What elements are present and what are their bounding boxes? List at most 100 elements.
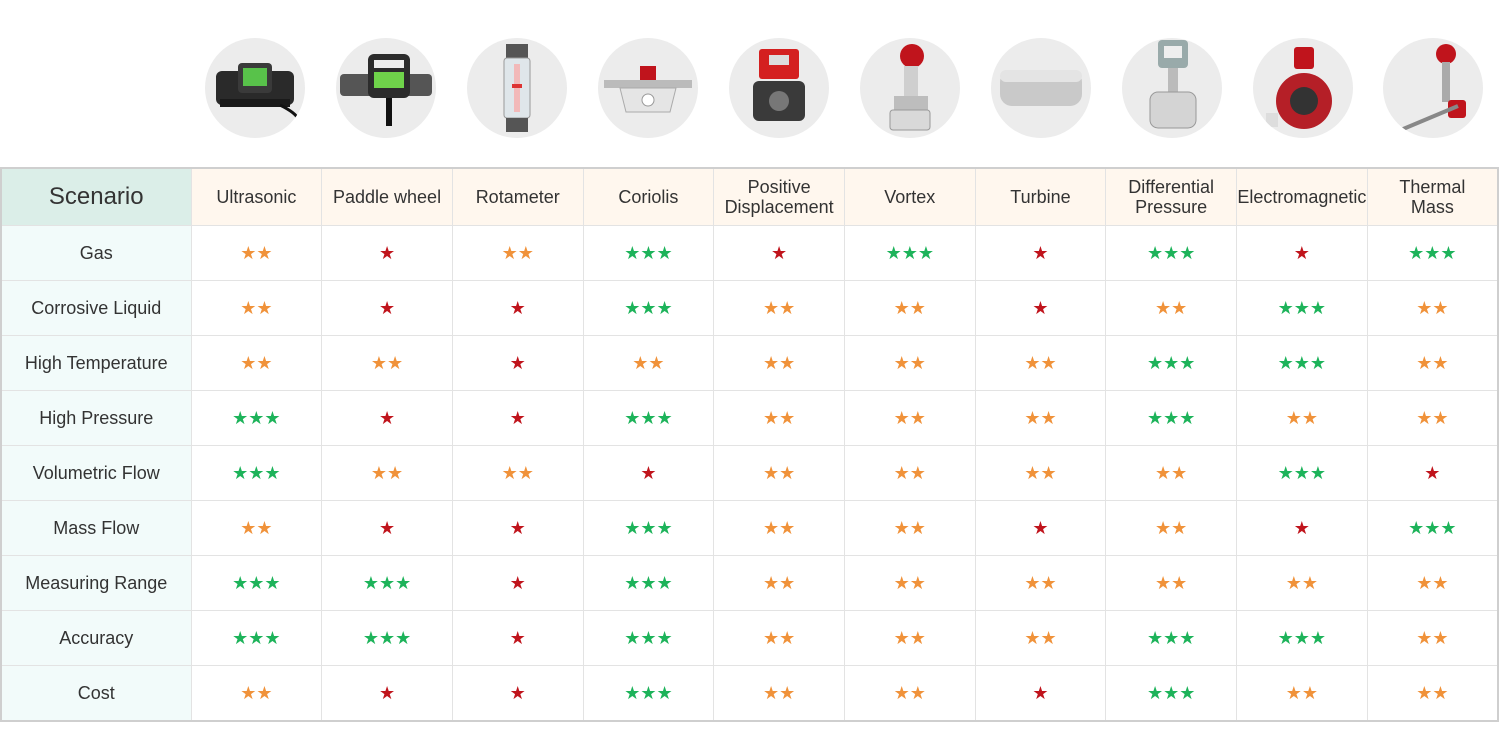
star-rating-icon: ★★ [893, 572, 926, 593]
star-rating-icon: ★★ [1155, 297, 1188, 318]
rating-cell: ★ [451, 335, 584, 391]
star-rating-icon: ★★ [893, 627, 926, 648]
star-rating-icon: ★★ [762, 682, 796, 703]
rating-cell: ★ [974, 500, 1107, 556]
table-row: High Pressure ★★★ ★ ★ ★★★ ★★ ★★ ★★ ★★★ ★★ ★★ [0, 390, 1499, 446]
star-rating-icon: ★ [1293, 517, 1310, 538]
star-rating-icon: ★★★ [362, 572, 412, 593]
rating-cell: ★★ [321, 335, 453, 391]
star-rating-icon: ★★★ [1277, 352, 1327, 373]
star-rating-icon: ★★ [501, 462, 534, 483]
rating-cell: ★★ [1105, 445, 1237, 501]
product-image-cell [452, 38, 583, 148]
star-rating-icon: ★ [640, 462, 657, 483]
star-rating-icon: ★★ [762, 352, 796, 373]
product-images-row [190, 38, 1499, 148]
rating-cell: ★★ [843, 390, 976, 446]
star-rating-icon: ★★★ [624, 572, 673, 593]
rating-cell: ★ [1366, 445, 1499, 501]
rating-cell: ★★ [1236, 390, 1368, 446]
star-rating-icon: ★★★ [624, 242, 673, 263]
rating-cell: ★★★ [190, 610, 323, 666]
star-rating-icon: ★★★ [1146, 407, 1196, 428]
column-header: Paddle wheel [321, 167, 453, 226]
product-image-cell [975, 38, 1106, 148]
product-image-cell [321, 38, 452, 148]
rating-cell: ★★ [843, 445, 976, 501]
rating-cell: ★★★ [1366, 500, 1499, 556]
differential-pressure-meter-icon [1121, 38, 1222, 138]
rating-cell: ★★ [974, 390, 1107, 446]
rating-cell: ★★ [1366, 390, 1499, 446]
rating-cell: ★ [321, 280, 453, 336]
star-rating-icon: ★★ [240, 517, 273, 538]
rating-cell: ★ [321, 500, 453, 556]
star-rating-icon: ★★ [1416, 407, 1449, 428]
rating-cell: ★★★ [190, 445, 323, 501]
column-header: Vortex [843, 167, 976, 226]
rating-cell: ★★★ [1105, 390, 1237, 446]
rating-cell: ★★ [713, 335, 845, 391]
electromagnetic-meter-icon [1252, 38, 1353, 138]
coriolis-meter-icon [598, 38, 699, 138]
rating-cell: ★ [1236, 500, 1368, 556]
rating-cell: ★★★ [1236, 335, 1368, 391]
rating-cell: ★★ [451, 225, 584, 281]
star-rating-icon: ★★★ [1146, 242, 1196, 263]
rating-cell: ★ [974, 280, 1107, 336]
row-label: Mass Flow [0, 500, 192, 556]
star-rating-icon: ★★ [1285, 572, 1318, 593]
rating-cell: ★★★ [321, 610, 453, 666]
rating-cell: ★★ [713, 280, 845, 336]
rating-cell: ★★★ [582, 280, 715, 336]
rating-cell: ★ [713, 225, 845, 281]
rating-cell: ★★ [1105, 555, 1237, 611]
product-image-cell [714, 38, 845, 148]
star-rating-icon: ★★★ [624, 627, 673, 648]
rating-cell: ★★★ [1366, 225, 1499, 281]
rating-cell: ★★ [713, 555, 845, 611]
column-header: Coriolis [582, 167, 715, 226]
rating-cell: ★★ [843, 665, 976, 722]
rating-cell: ★★★ [582, 610, 715, 666]
rating-cell: ★ [451, 280, 584, 336]
rating-cell: ★★★ [582, 390, 715, 446]
star-rating-icon: ★★★ [1277, 297, 1327, 318]
rating-cell: ★★ [321, 445, 453, 501]
rating-cell: ★ [451, 555, 584, 611]
rating-cell: ★ [321, 665, 453, 722]
star-rating-icon: ★★ [893, 297, 926, 318]
ultrasonic-meter-icon [205, 38, 306, 138]
rating-cell: ★★ [1366, 610, 1499, 666]
rating-cell: ★★★ [1236, 610, 1368, 666]
rating-cell: ★ [451, 610, 584, 666]
product-image-cell [1106, 38, 1237, 148]
rating-cell: ★★ [451, 445, 584, 501]
star-rating-icon: ★★ [240, 682, 273, 703]
star-rating-icon: ★★ [240, 242, 273, 263]
rating-cell: ★★★ [582, 665, 715, 722]
rating-cell: ★★★ [1236, 445, 1368, 501]
rating-cell: ★★ [190, 225, 323, 281]
table-row: High Temperature ★★ ★★ ★ ★★ ★★ ★★ ★★ ★★★ ★★★ ★★ [0, 335, 1499, 391]
rating-cell: ★ [582, 445, 715, 501]
rating-cell: ★★★ [1236, 280, 1368, 336]
star-rating-icon: ★ [1424, 462, 1441, 483]
rating-cell: ★★ [1366, 280, 1499, 336]
star-rating-icon: ★★ [893, 352, 926, 373]
thermal-mass-meter-icon [1383, 38, 1484, 138]
rating-cell: ★ [974, 665, 1107, 722]
rating-cell: ★★★ [582, 500, 715, 556]
star-rating-icon: ★★ [893, 407, 926, 428]
rating-cell: ★★ [713, 445, 845, 501]
star-rating-icon: ★★★ [1277, 462, 1327, 483]
star-rating-icon: ★★★ [232, 407, 281, 428]
star-rating-icon: ★★ [370, 352, 404, 373]
row-label: Corrosive Liquid [0, 280, 192, 336]
rating-cell: ★★★ [1105, 335, 1237, 391]
star-rating-icon: ★★ [1416, 352, 1449, 373]
star-rating-icon: ★★★ [624, 297, 673, 318]
rating-cell: ★★★ [321, 555, 453, 611]
product-image-cell [844, 38, 975, 148]
star-rating-icon: ★★★ [1277, 627, 1327, 648]
